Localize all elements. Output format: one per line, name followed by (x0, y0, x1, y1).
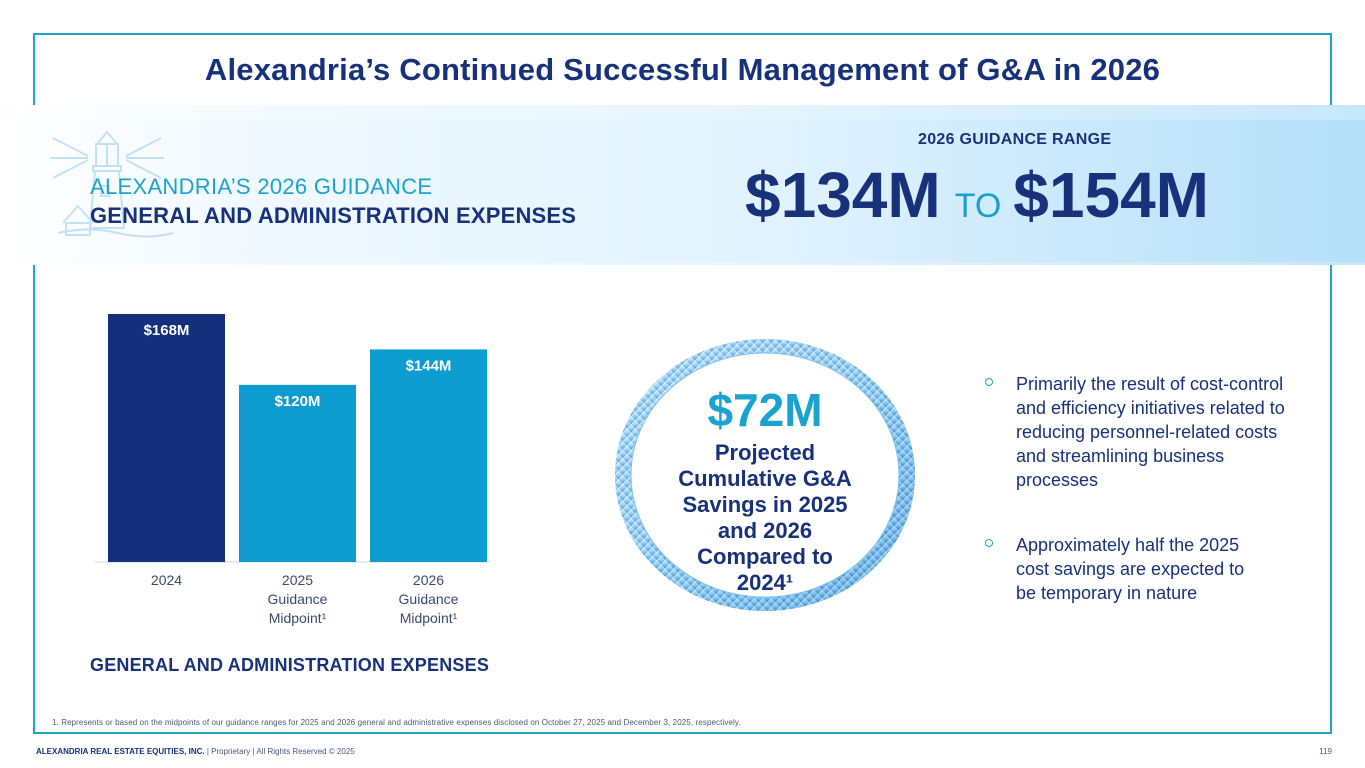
guidance-range: $134M TO $154M (745, 158, 1209, 232)
category-label: Midpoint¹ (269, 610, 327, 626)
savings-line: Projected (714, 440, 816, 465)
chart-title: GENERAL AND ADMINISTRATION EXPENSES (90, 655, 490, 675)
bullet-item: Approximately half the 2025 cost savings… (985, 533, 1265, 605)
bar-value-label: $120M (275, 393, 321, 410)
lighthouse-icon (50, 130, 174, 238)
savings-line: Cumulative G&A (678, 466, 852, 491)
bar-1 (239, 384, 356, 562)
page-number: 119 (1319, 747, 1332, 756)
guidance-band-overlay (0, 120, 1365, 262)
savings-ring (615, 339, 915, 611)
footer-company: ALEXANDRIA REAL ESTATE EQUITIES, INC. (36, 747, 205, 756)
category-label: Guidance (268, 591, 328, 607)
savings-line: 2024¹ (736, 570, 794, 595)
savings-description: Projected Cumulative G&A Savings in 2025… (655, 440, 875, 596)
bullet-text: Primarily the result of cost-control and… (1016, 374, 1285, 490)
category-label: 2026 (413, 572, 444, 588)
guidance-range-label: 2026 GUIDANCE RANGE (918, 131, 1112, 148)
guidance-subheading: GENERAL AND ADMINISTRATION EXPENSES (90, 203, 577, 228)
bar-value-label: $168M (144, 322, 190, 339)
footer-rights: | Proprietary | All Rights Reserved © 20… (204, 747, 355, 756)
bullet-circle-icon (985, 539, 993, 547)
guidance-band (0, 105, 1365, 265)
savings-amount: $72M (707, 384, 823, 436)
bullet-text: Approximately half the 2025 cost savings… (1016, 535, 1245, 603)
bullet-list: Primarily the result of cost-control and… (985, 372, 1305, 605)
category-label: 2024 (151, 572, 182, 588)
savings-line: and 2026 (717, 518, 813, 543)
guidance-heading: ALEXANDRIA’S 2026 GUIDANCE (90, 174, 433, 199)
category-label: 2025 (282, 572, 313, 588)
slide-frame (33, 33, 1332, 734)
guidance-to: TO (954, 187, 1002, 225)
bar-value-label: $144M (406, 357, 452, 374)
slide-title: Alexandria’s Continued Successful Manage… (204, 52, 1161, 87)
bullet-circle-icon (985, 378, 993, 386)
guidance-high: $154M (1013, 159, 1209, 231)
bar-0 (108, 314, 225, 562)
footer: ALEXANDRIA REAL ESTATE EQUITIES, INC. | … (36, 747, 355, 756)
bar-2 (370, 349, 487, 562)
ga-expense-bar-chart: $168M $120M $144M 2024 2025 Guidance Midpoint… (95, 314, 490, 626)
category-label: Guidance (399, 591, 459, 607)
bullet-item: Primarily the result of cost-control and… (985, 372, 1285, 492)
savings-line: Compared to (697, 544, 833, 569)
guidance-low: $134M (745, 159, 941, 231)
savings-line: Savings in 2025 (682, 492, 848, 517)
category-label: Midpoint¹ (400, 610, 458, 626)
footnote: 1. Represents or based on the midpoints … (52, 718, 741, 727)
